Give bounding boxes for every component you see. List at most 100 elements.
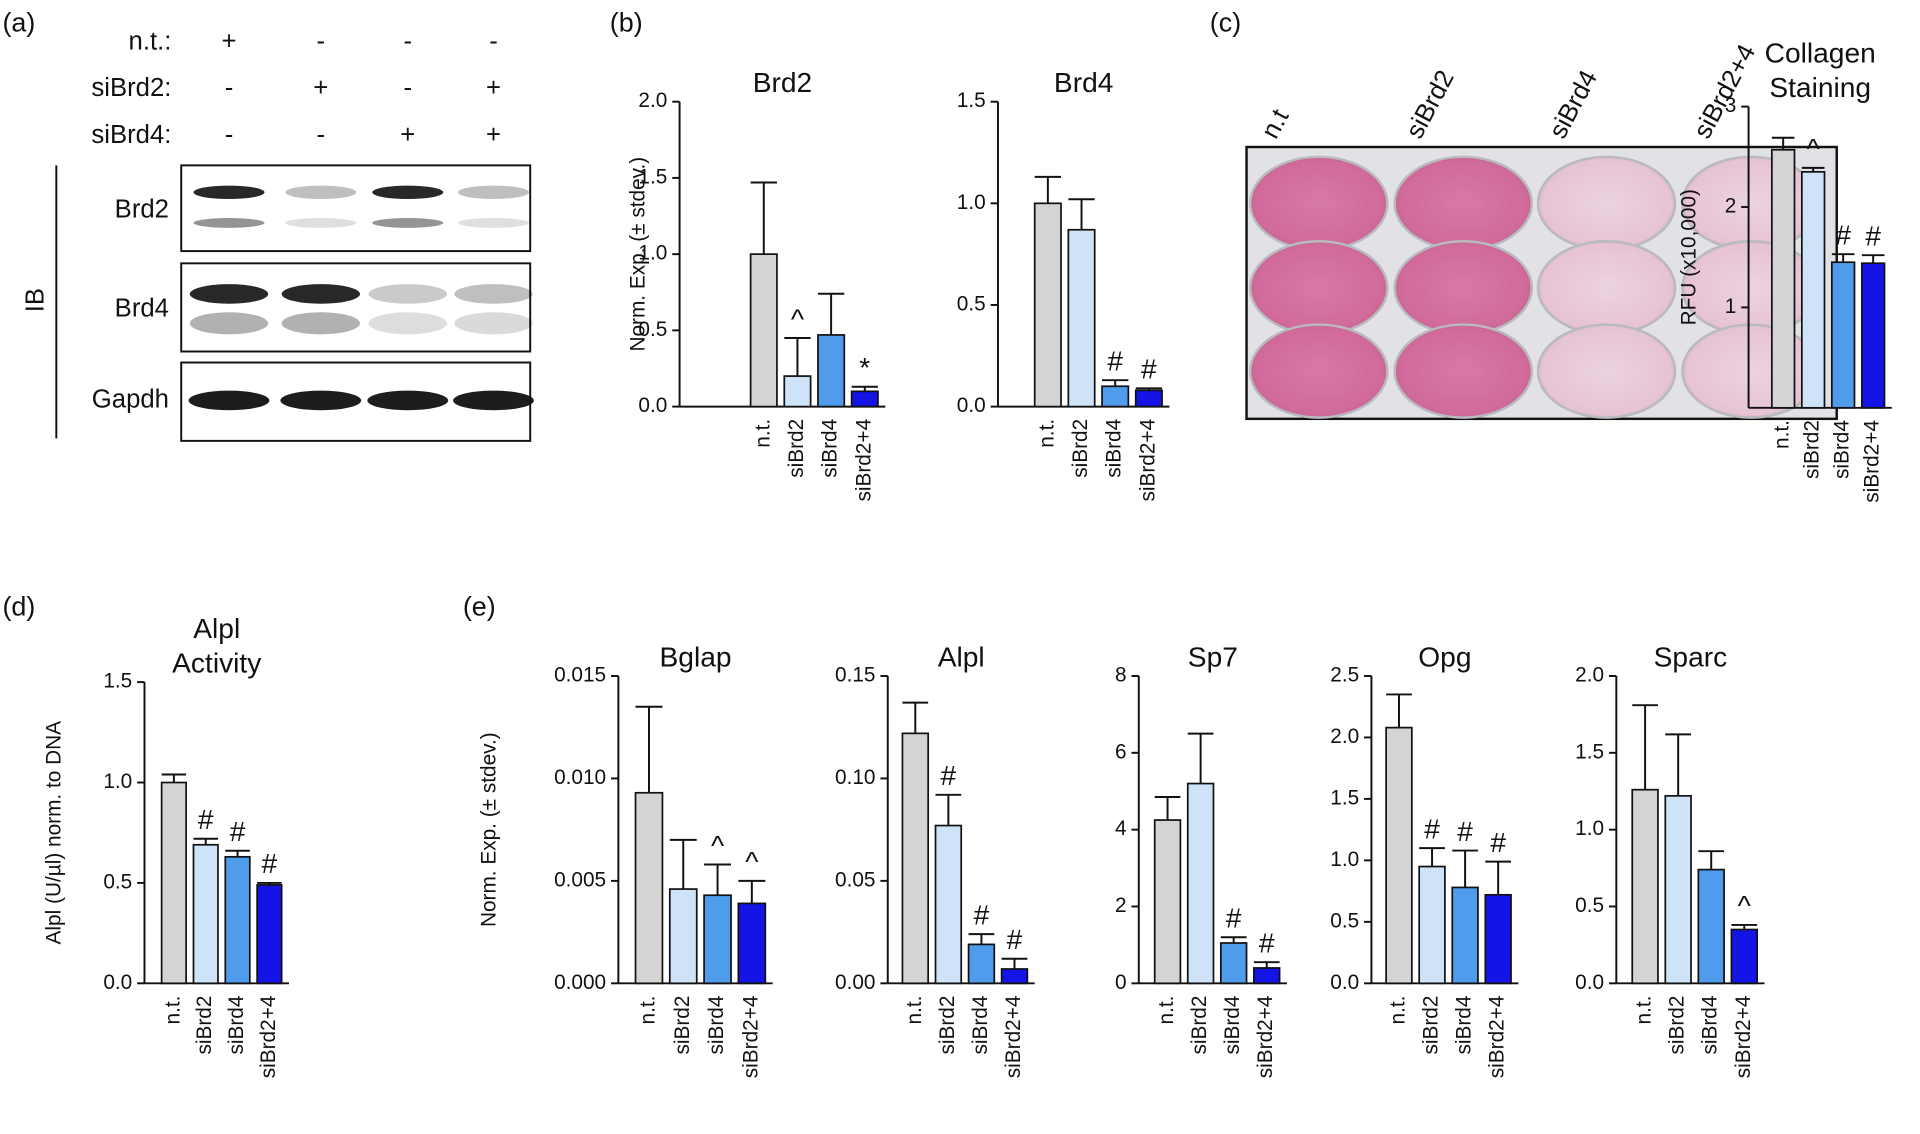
x-tick-label: siBrd2 xyxy=(936,996,959,1055)
bar xyxy=(160,781,187,985)
blot-band xyxy=(189,284,269,304)
y-axis-label: RFU (x10,000) xyxy=(1677,189,1700,325)
chart-title: Sparc xyxy=(1654,641,1728,672)
x-tick-label: siBrd4 xyxy=(705,996,728,1055)
x-tick-label: siBrd2+4 xyxy=(1861,420,1884,503)
x-tick-label: siBrd2+4 xyxy=(257,996,280,1079)
condition-sign: + xyxy=(313,74,328,102)
x-tick-label: siBrd4 xyxy=(1699,996,1722,1055)
panel-label: (d) xyxy=(2,592,35,622)
chart-title: Collagen xyxy=(1765,38,1876,69)
chart-title: Brd2 xyxy=(753,67,812,98)
y-tick-label: 0.00 xyxy=(835,971,875,994)
blot-band xyxy=(281,312,360,335)
x-tick-label: n.t. xyxy=(903,996,926,1025)
chart-title: Sp7 xyxy=(1188,641,1238,672)
x-tick-label: siBrd4 xyxy=(1221,996,1244,1055)
bar xyxy=(1664,794,1692,985)
x-tick-label: siBrd2+4 xyxy=(1732,996,1755,1079)
bar xyxy=(1219,942,1248,985)
well xyxy=(1393,323,1534,419)
bar xyxy=(1770,148,1796,409)
y-tick-label: 0.5 xyxy=(1330,909,1359,932)
y-tick-label: 0.015 xyxy=(554,663,606,686)
y-tick-label: 1.5 xyxy=(1575,740,1604,763)
significance-marker: # xyxy=(1141,354,1157,385)
y-tick-label: 0.0 xyxy=(103,971,132,994)
bar xyxy=(703,894,732,985)
bar xyxy=(1830,261,1856,409)
bar xyxy=(1418,865,1446,985)
blot-band xyxy=(457,185,529,200)
significance-marker: # xyxy=(1490,827,1506,858)
x-tick-label: siBrd4 xyxy=(1103,419,1126,478)
well xyxy=(1536,323,1677,419)
bar xyxy=(749,253,778,408)
condition-sign: + xyxy=(486,121,501,149)
y-tick-label: 0.5 xyxy=(638,318,667,341)
plate-label: n.t xyxy=(1256,105,1294,143)
bar xyxy=(1186,782,1215,985)
bar xyxy=(224,855,251,985)
blot-band xyxy=(372,218,444,228)
y-tick-label: 0.5 xyxy=(957,292,986,315)
x-tick-label: n.t. xyxy=(636,996,659,1025)
blot-row-label: Gapdh xyxy=(92,385,169,413)
significance-marker: # xyxy=(230,816,246,847)
y-tick-label: 2 xyxy=(1725,195,1737,218)
bar xyxy=(1860,262,1886,409)
western-blot xyxy=(180,164,534,442)
significance-marker: # xyxy=(1424,813,1440,844)
well xyxy=(1681,240,1821,336)
y-tick-label: 1.0 xyxy=(103,770,132,793)
chart-title: Opg xyxy=(1418,641,1471,672)
significance-marker: # xyxy=(1259,927,1275,958)
blot-band xyxy=(193,218,265,228)
x-tick-label: n.t. xyxy=(1035,419,1058,448)
y-tick-label: 1.0 xyxy=(957,191,986,214)
x-tick-label: siBrd4 xyxy=(225,996,248,1055)
bar xyxy=(1033,202,1062,408)
significance-marker: # xyxy=(1865,220,1881,251)
condition-sign: - xyxy=(489,28,498,56)
condition-label: siBrd2: xyxy=(91,74,171,102)
blot-band xyxy=(285,185,357,200)
well xyxy=(1248,155,1389,252)
x-tick-label: siBrd2 xyxy=(785,419,808,478)
bar xyxy=(1134,389,1163,408)
y-tick-label: 0.5 xyxy=(103,870,132,893)
well xyxy=(1393,155,1534,252)
ib-label: IB xyxy=(22,288,50,312)
bar xyxy=(934,824,963,985)
y-tick-label: 0.0 xyxy=(957,394,986,417)
bar xyxy=(1631,788,1659,985)
bar xyxy=(1385,726,1413,985)
y-tick-label: 1.0 xyxy=(1330,848,1359,871)
bar xyxy=(1800,171,1826,409)
significance-marker: # xyxy=(1226,903,1242,934)
x-tick-label: siBrd4 xyxy=(969,996,992,1055)
x-tick-label: siBrd4 xyxy=(819,419,842,478)
significance-marker: # xyxy=(198,804,214,835)
x-tick-label: siBrd2+4 xyxy=(1486,996,1509,1079)
y-tick-label: 0.0 xyxy=(1330,971,1359,994)
bar xyxy=(1101,385,1130,408)
y-tick-label: 4 xyxy=(1115,817,1127,840)
y-tick-label: 2.5 xyxy=(1330,663,1359,686)
condition-sign: + xyxy=(486,74,501,102)
plate-label: siBrd2+4 xyxy=(1689,40,1762,143)
bar xyxy=(967,943,996,985)
significance-marker: # xyxy=(1835,219,1851,250)
x-tick-label: siBrd2 xyxy=(193,996,216,1055)
x-tick-label: n.t. xyxy=(161,996,184,1025)
condition-sign: - xyxy=(317,28,326,56)
y-tick-label: 0.5 xyxy=(1575,894,1604,917)
condition-label: siBrd4: xyxy=(91,121,171,149)
x-tick-label: n.t. xyxy=(1771,420,1794,449)
y-tick-label: 0.000 xyxy=(554,971,606,994)
plate-label: siBrd2 xyxy=(1401,66,1460,143)
chart-title: Staining xyxy=(1769,72,1871,103)
y-tick-label: 0.10 xyxy=(835,766,875,789)
blot-band xyxy=(372,185,444,200)
